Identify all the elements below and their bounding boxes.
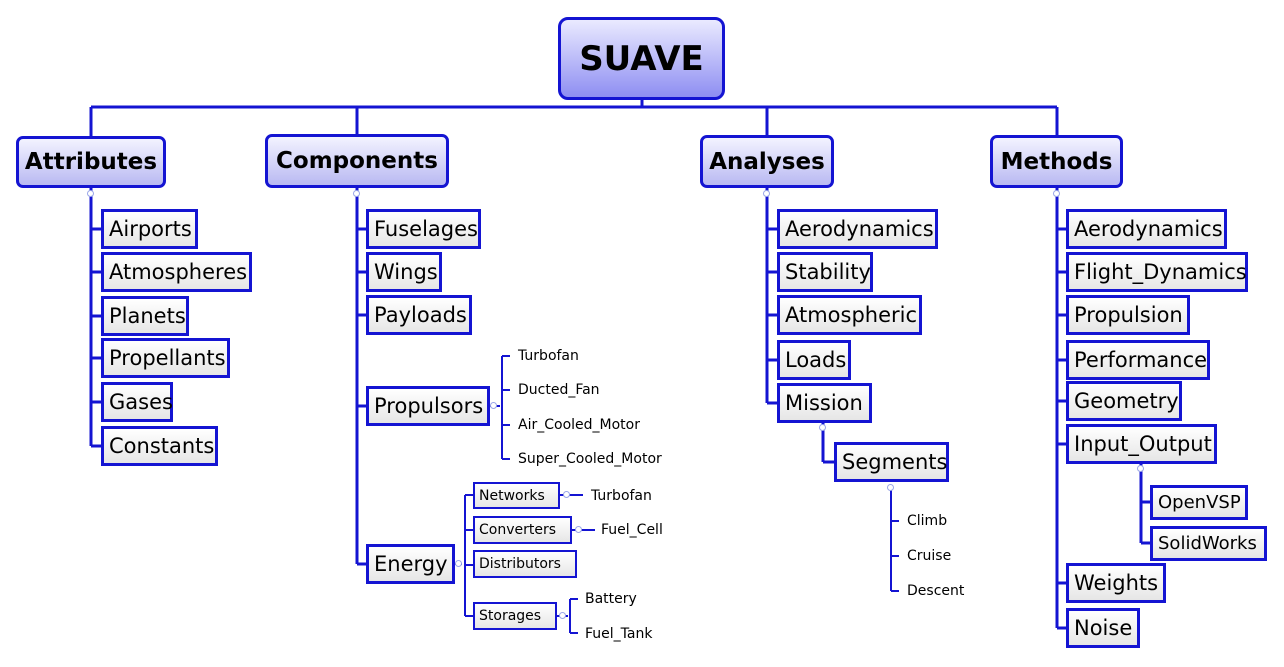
collapse-knob-analyses[interactable] [763, 190, 770, 197]
node-label: Geometry [1074, 389, 1179, 413]
node-label: Airports [109, 217, 192, 241]
node-label: Noise [1074, 616, 1133, 640]
component-item-energy[interactable]: Energy [366, 544, 455, 584]
category-attributes[interactable]: Attributes [16, 136, 166, 188]
node-label: Atmospheres [109, 260, 248, 284]
energy-item-networks[interactable]: Networks [473, 482, 560, 509]
collapse-knob-storages[interactable] [559, 612, 566, 619]
collapse-knob-converters[interactable] [575, 526, 582, 533]
node-label: Converters [479, 522, 557, 538]
component-item-wings[interactable]: Wings [366, 252, 442, 292]
node-label: Segments [842, 450, 948, 474]
collapse-knob-input-output[interactable] [1137, 465, 1144, 472]
node-label: Propulsion [1074, 303, 1183, 327]
node-label: Energy [374, 552, 448, 576]
node-label: Payloads [374, 303, 467, 327]
component-item-fuselages[interactable]: Fuselages [366, 209, 481, 249]
component-item-propulsors[interactable]: Propulsors [366, 386, 490, 426]
segment-leaf-descent: Descent [907, 583, 965, 599]
collapse-knob-components[interactable] [353, 190, 360, 197]
attribute-item-atmospheres[interactable]: Atmospheres [101, 252, 252, 292]
category-methods[interactable]: Methods [990, 135, 1123, 188]
node-label: Propulsors [374, 394, 484, 418]
attribute-item-constants[interactable]: Constants [101, 426, 218, 466]
node-label: Aerodynamics [1074, 217, 1223, 241]
root-node[interactable]: SUAVE [558, 17, 725, 100]
node-label: Aerodynamics [785, 217, 934, 241]
collapse-knob-segments[interactable] [887, 484, 894, 491]
node-label: Wings [374, 260, 438, 284]
node-label: Storages [479, 608, 542, 624]
category-label: Attributes [24, 149, 158, 175]
analysis-item-segments[interactable]: Segments [834, 442, 949, 482]
attribute-item-airports[interactable]: Airports [101, 209, 198, 249]
energy-item-converters[interactable]: Converters [473, 516, 572, 544]
analysis-item-aerodynamics[interactable]: Aerodynamics [777, 209, 938, 249]
storages-leaf-battery: Battery [585, 591, 637, 607]
analysis-item-loads[interactable]: Loads [777, 340, 851, 380]
method-item-propulsion[interactable]: Propulsion [1066, 295, 1190, 335]
collapse-knob-networks[interactable] [563, 491, 570, 498]
collapse-knob-mission[interactable] [819, 424, 826, 431]
component-item-payloads[interactable]: Payloads [366, 295, 472, 335]
method-item-performance[interactable]: Performance [1066, 340, 1210, 380]
propulsor-leaf-super-cooled-motor: Super_Cooled_Motor [518, 451, 662, 467]
node-label: Atmospheric [785, 303, 918, 327]
method-item-noise[interactable]: Noise [1066, 608, 1140, 648]
category-analyses[interactable]: Analyses [700, 135, 834, 188]
attribute-item-propellants[interactable]: Propellants [101, 338, 230, 378]
collapse-knob-attributes[interactable] [87, 190, 94, 197]
propulsor-leaf-air-cooled-motor: Air_Cooled_Motor [518, 417, 640, 433]
node-label: Distributors [479, 556, 561, 572]
category-label: Analyses [709, 148, 825, 175]
node-label: Loads [785, 348, 847, 372]
node-label: Stability [785, 260, 871, 284]
method-item-aerodynamics[interactable]: Aerodynamics [1066, 209, 1227, 249]
node-label: Weights [1074, 571, 1159, 595]
converters-leaf-fuel-cell: Fuel_Cell [601, 522, 663, 538]
storages-leaf-fuel-tank: Fuel_Tank [585, 626, 653, 642]
category-label: Methods [1000, 148, 1113, 175]
propulsor-leaf-ducted-fan: Ducted_Fan [518, 382, 600, 398]
node-label: SolidWorks [1158, 533, 1257, 554]
node-label: Networks [479, 487, 545, 504]
collapse-knob-energy[interactable] [455, 560, 462, 567]
node-label: Input_Output [1074, 432, 1212, 456]
analysis-item-stability[interactable]: Stability [777, 252, 873, 292]
category-label: Components [276, 148, 438, 174]
root-label: SUAVE [579, 38, 704, 79]
collapse-knob-methods[interactable] [1053, 190, 1060, 197]
node-label: Gases [109, 390, 173, 414]
method-item-weights[interactable]: Weights [1066, 563, 1166, 603]
node-label: Constants [109, 434, 215, 458]
segment-leaf-climb: Climb [907, 513, 948, 529]
category-components[interactable]: Components [265, 134, 449, 188]
node-label: Mission [785, 391, 863, 415]
attribute-item-planets[interactable]: Planets [101, 296, 189, 336]
method-item-flight-dynamics[interactable]: Flight_Dynamics [1066, 252, 1248, 292]
propulsor-leaf-turbofan: Turbofan [518, 348, 579, 364]
node-label: Propellants [109, 346, 226, 370]
energy-item-storages[interactable]: Storages [473, 602, 557, 630]
node-label: Planets [109, 304, 186, 328]
networks-leaf-turbofan: Turbofan [591, 488, 652, 504]
method-item-input-output[interactable]: Input_Output [1066, 424, 1217, 464]
node-label: Fuselages [374, 217, 478, 241]
attribute-item-gases[interactable]: Gases [101, 382, 173, 422]
input-output-item-solidworks[interactable]: SolidWorks [1150, 526, 1267, 561]
energy-item-distributors[interactable]: Distributors [473, 550, 577, 578]
collapse-knob-propulsors[interactable] [490, 402, 497, 409]
analysis-item-atmospheric[interactable]: Atmospheric [777, 295, 922, 335]
segment-leaf-cruise: Cruise [907, 548, 952, 564]
node-label: OpenVSP [1158, 492, 1241, 513]
node-label: Performance [1074, 348, 1208, 372]
method-item-geometry[interactable]: Geometry [1066, 381, 1182, 421]
input-output-item-openvsp[interactable]: OpenVSP [1150, 485, 1248, 520]
analysis-item-mission[interactable]: Mission [777, 383, 872, 423]
node-label: Flight_Dynamics [1074, 260, 1247, 284]
